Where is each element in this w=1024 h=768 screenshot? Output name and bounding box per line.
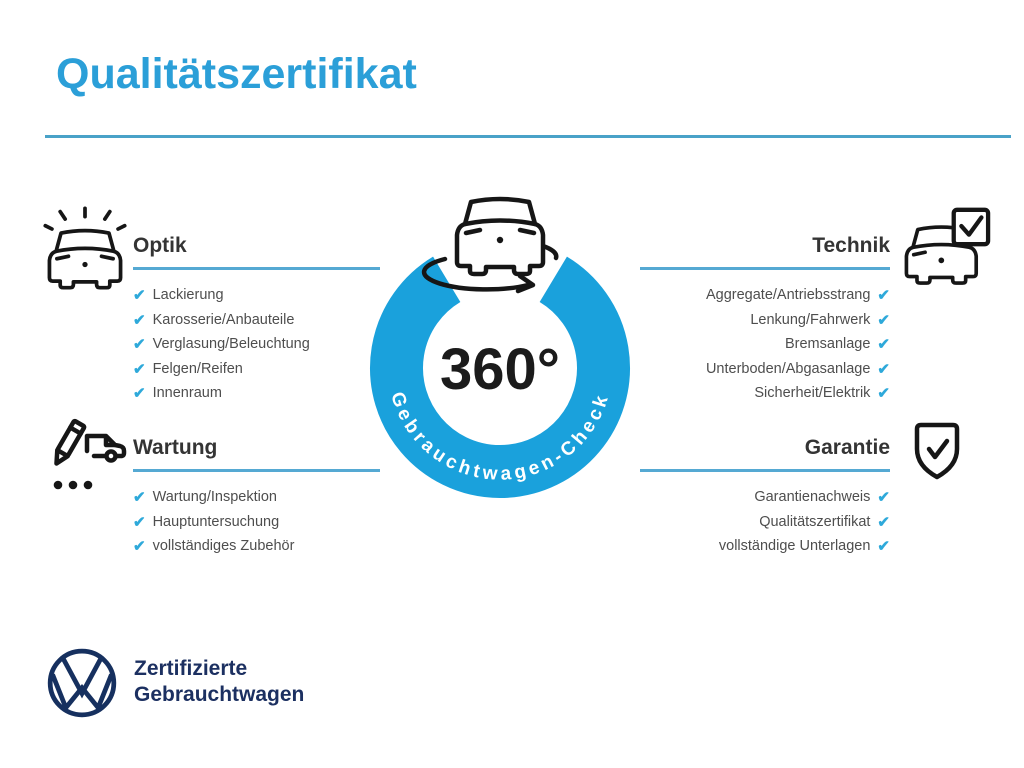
check-icon: ✔: [877, 311, 890, 329]
page-title: Qualitätszertifikat: [56, 50, 417, 98]
check-item: ✔ Lackierung: [133, 283, 380, 308]
check-item: ✔ Sicherheit/Elektrik: [640, 381, 890, 406]
check-item: ✔ Aggregate/Antriebsstrang: [640, 283, 890, 308]
check-item: ✔ Felgen/Reifen: [133, 357, 380, 382]
vw-logo: [47, 648, 117, 718]
title-divider: [45, 135, 1011, 138]
check-item: ✔ vollständige Unterlagen: [640, 534, 890, 559]
check-icon: ✔: [133, 287, 146, 305]
check-item-label: vollständige Unterlagen: [718, 538, 871, 555]
section-technik: Technik ✔ Aggregate/Antriebsstrang ✔ Lenkun…: [640, 234, 890, 406]
check-item-label: Hauptuntersuchung: [152, 513, 280, 530]
check-icon: ✔: [877, 360, 890, 378]
check-item: ✔ Garantienachweis: [640, 485, 890, 510]
check-icon: ✔: [877, 385, 890, 403]
service-checklist-icon: [53, 418, 127, 490]
wartung-checklist: ✔ Wartung/Inspektion ✔ Hauptuntersuchung ✔ vo…: [133, 485, 380, 559]
section-garantie-title: Garantie: [640, 436, 890, 472]
check-item: ✔ Lenkung/Fahrwerk: [640, 308, 890, 333]
check-item-label: Garantienachweis: [754, 489, 871, 506]
check-item-label: Lenkung/Fahrwerk: [750, 311, 871, 328]
check-icon: ✔: [877, 336, 890, 354]
section-wartung: Wartung ✔ Wartung/Inspektion ✔ Hauptuntersu…: [133, 436, 380, 559]
badge-360-check: Gebrauchtwagen-Check 360°: [370, 196, 630, 498]
section-garantie: Garantie ✔ Garantienachweis ✔ Qualitätszert…: [640, 436, 890, 559]
check-item: ✔ Unterboden/Abgasanlage: [640, 357, 890, 382]
check-icon: ✔: [133, 336, 146, 354]
check-item-label: Qualitätszertifikat: [759, 513, 871, 530]
check-icon: ✔: [877, 489, 890, 507]
section-optik-title: Optik: [133, 234, 380, 270]
garantie-checklist: ✔ Garantienachweis ✔ Qualitätszertifikat ✔ vo…: [640, 485, 890, 559]
check-item: ✔ Innenraum: [133, 381, 380, 406]
check-icon: ✔: [133, 385, 146, 403]
section-technik-title: Technik: [640, 234, 890, 270]
check-item-label: Innenraum: [152, 385, 222, 402]
check-item: ✔ Wartung/Inspektion: [133, 485, 380, 510]
car-shine-icon: [43, 206, 127, 290]
check-icon: ✔: [133, 489, 146, 507]
check-item-label: Aggregate/Antriebsstrang: [705, 287, 871, 304]
check-item-label: Lackierung: [152, 287, 224, 304]
shield-check-icon: [914, 422, 960, 480]
footer-claim: Zertifizierte Gebrauchtwagen: [134, 656, 304, 708]
check-item-label: Sicherheit/Elektrik: [754, 385, 871, 402]
technik-checklist: ✔ Aggregate/Antriebsstrang ✔ Lenkung/Fahrwe…: [640, 283, 890, 406]
check-icon: ✔: [877, 513, 890, 531]
check-item-label: Felgen/Reifen: [152, 360, 243, 377]
check-icon: ✔: [133, 538, 146, 556]
check-item-label: vollständiges Zubehör: [152, 538, 295, 555]
check-icon: ✔: [877, 287, 890, 305]
car-checkbox-icon: [904, 207, 991, 285]
footer-claim-line1: Zertifizierte: [134, 657, 248, 680]
car-360-icon: [421, 196, 559, 294]
check-item: ✔ Verglasung/Beleuchtung: [133, 332, 380, 357]
check-item: ✔ vollständiges Zubehör: [133, 534, 380, 559]
check-item-label: Wartung/Inspektion: [152, 489, 277, 506]
footer-claim-line2: Gebrauchtwagen: [134, 683, 305, 706]
check-icon: ✔: [877, 538, 890, 556]
badge-degree-text: 360°: [440, 337, 560, 402]
check-item-label: Verglasung/Beleuchtung: [152, 336, 310, 353]
check-item: ✔ Qualitätszertifikat: [640, 510, 890, 535]
check-item: ✔ Karosserie/Anbauteile: [133, 308, 380, 333]
check-item-label: Karosserie/Anbauteile: [152, 311, 295, 328]
section-wartung-title: Wartung: [133, 436, 380, 472]
check-item-label: Bremsanlage: [784, 336, 871, 353]
badge-ring: [370, 256, 630, 498]
check-icon: ✔: [133, 360, 146, 378]
check-icon: ✔: [133, 311, 146, 329]
check-icon: ✔: [133, 513, 146, 531]
section-optik: Optik ✔ Lackierung ✔ Karosserie/Anbauteile ✔…: [133, 234, 380, 406]
check-item: ✔ Hauptuntersuchung: [133, 510, 380, 535]
optik-checklist: ✔ Lackierung ✔ Karosserie/Anbauteile ✔ Vergla…: [133, 283, 380, 406]
check-item-label: Unterboden/Abgasanlage: [705, 360, 871, 377]
check-item: ✔ Bremsanlage: [640, 332, 890, 357]
